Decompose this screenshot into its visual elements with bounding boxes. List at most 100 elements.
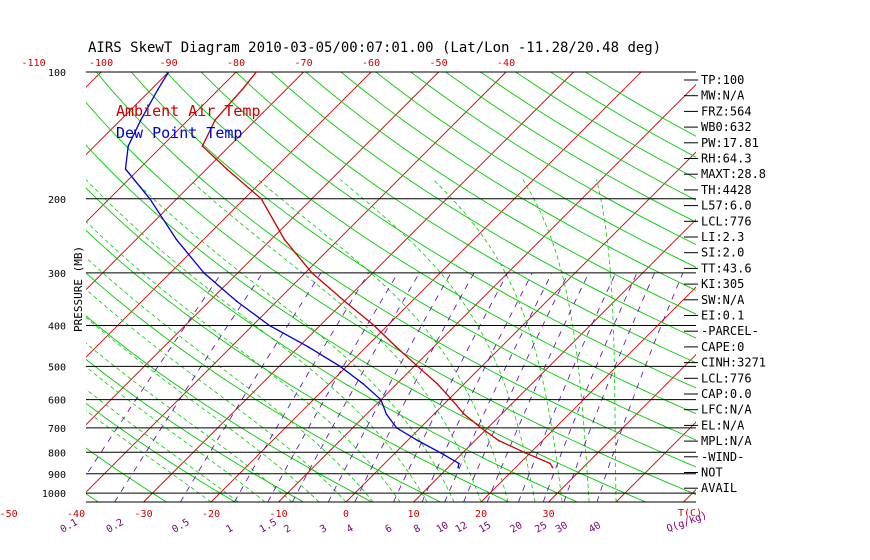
temperature-profile-point [241, 88, 244, 91]
mixing-ratio-line [292, 272, 420, 502]
temperature-profile-point [226, 168, 228, 170]
bottom-temp-tick-label: -30 [135, 509, 153, 520]
mixing-ratio-tick-label: 1 [224, 523, 235, 536]
pressure-tick-label: 800 [48, 448, 66, 459]
index-label: EI:0.1 [701, 309, 744, 323]
mixing-ratio-tick-label: 8 [412, 523, 423, 536]
dewpoint-profile-point [458, 462, 460, 465]
dewpoint-profile-point [307, 346, 310, 348]
isotherm-line [86, 72, 439, 426]
dry-adiabat-line [305, 72, 696, 315]
bottom-temp-tick-label: -40 [67, 509, 85, 520]
dry-adiabat-line [86, 315, 373, 502]
dewpoint-profile-point [157, 88, 159, 91]
index-label: SW:N/A [701, 293, 745, 307]
bottom-temp-tick-label: -20 [202, 509, 220, 520]
index-label: WB0:632 [701, 120, 752, 134]
index-label: LCL:776 [701, 371, 752, 385]
temperature-profile-point [255, 72, 258, 73]
isotherm-line [751, 72, 870, 502]
bottom-temp-tick-label: -50 [0, 509, 18, 520]
dewpoint-profile-point [167, 72, 170, 73]
dry-adiabat-line [130, 72, 696, 441]
dewpoint-profile-point [268, 324, 271, 327]
temp-unit-label: T(C) [678, 508, 702, 519]
temperature-profile-point [497, 439, 500, 442]
moist-adiabat-line [86, 288, 347, 502]
dry-adiabat-line [515, 72, 696, 180]
dewpoint-profile-point [124, 168, 127, 170]
isotherm-line [86, 72, 102, 88]
index-label: SI:2.0 [701, 246, 744, 260]
pressure-tick-label: 600 [48, 396, 66, 407]
dewpoint-profile-point [385, 413, 388, 416]
pressure-tick-label: 400 [48, 322, 66, 333]
dewpoint-profile-point [175, 238, 178, 241]
index-label: CINH:3271 [701, 356, 766, 370]
index-label: CAP:0.0 [701, 387, 752, 401]
bottom-temp-tick-label: -10 [270, 509, 288, 520]
top-temp-tick-label: -70 [295, 58, 313, 69]
pressure-tick-label: 200 [48, 195, 66, 206]
index-label: FRZ:564 [701, 104, 752, 118]
moist-adiabat-line [522, 179, 590, 502]
mixing-ratio-line [518, 272, 616, 502]
temperature-profile-point [373, 324, 375, 327]
index-label: MPL:N/A [701, 434, 752, 448]
top-temp-tick-label: -50 [430, 58, 448, 69]
mixing-ratio-tick-label: 15 [477, 520, 493, 536]
dry-adiabat-line [270, 72, 696, 339]
index-label: TH:4428 [701, 183, 752, 197]
mixing-ratio-line [267, 272, 399, 502]
pressure-tick-label: 300 [48, 269, 66, 280]
index-label: TT:43.6 [701, 261, 752, 275]
legend-dewpoint: Dew Point Temp [116, 124, 242, 142]
dry-adiabat-line [86, 272, 441, 502]
dewpoint-profile-point [140, 119, 142, 121]
top-temp-tick-label: -60 [362, 58, 380, 69]
mixing-ratio-line [463, 272, 569, 502]
isotherm-line [345, 151, 696, 502]
mixing-ratio-tick-label: 30 [554, 520, 570, 536]
moist-adiabat-line [257, 179, 509, 502]
bottom-temperature-labels: -50 -40 -30 -20 -10 0 10 20 30 [0, 509, 555, 520]
temperature-profile-point [311, 272, 313, 274]
top-temp-tick-label: -40 [497, 58, 515, 69]
pressure-tick-label: 1000 [42, 489, 66, 500]
temperature-profile-point [343, 300, 346, 302]
isotherm-line [86, 72, 304, 291]
temperature-profile-point [451, 398, 453, 401]
isotherm-line [143, 72, 574, 502]
mixing-ratio-line [486, 272, 590, 502]
pressure-tick-label: 900 [48, 470, 66, 481]
mixing-ratio-tick-label: 10 [435, 520, 451, 536]
dry-adiabat-line [235, 72, 696, 364]
dry-adiabat-line [86, 101, 696, 496]
y-axis-label: PRESSURE (MB) [72, 246, 85, 332]
mixing-ratio-line [563, 272, 655, 502]
temperature-profile-point [436, 383, 439, 385]
mixing-ratio-line [354, 272, 475, 502]
temperature-profile-point [283, 238, 286, 241]
mixing-ratio-tick-label: 40 [587, 520, 603, 536]
temperature-profile-point [523, 451, 525, 454]
pressure-tick-labels: 100 200 300 400 500 600 700 800 900 1000 [42, 68, 66, 500]
isotherm-line [548, 353, 696, 502]
pressure-tick-label: 500 [48, 362, 66, 373]
isotherm-line [86, 72, 372, 358]
moist-adiabat-line [86, 220, 401, 502]
isotherm-line [210, 72, 642, 502]
mixing-ratio-tick-label: 0.5 [170, 517, 191, 536]
bottom-temp-tick-label: 0 [343, 509, 349, 520]
moist-adiabat-line [86, 388, 239, 502]
mixing-ratio-line [542, 272, 638, 502]
dry-adiabat-line [86, 187, 578, 502]
background-grid [86, 72, 870, 502]
index-label: LCL:776 [701, 214, 752, 228]
top-temp-tick-label: -110 [22, 58, 46, 69]
mixing-ratio-tick-label: 12 [454, 520, 470, 536]
dry-adiabat-line [86, 447, 167, 502]
dry-adiabat-line [86, 229, 510, 502]
moist-adiabat-line [86, 257, 374, 502]
